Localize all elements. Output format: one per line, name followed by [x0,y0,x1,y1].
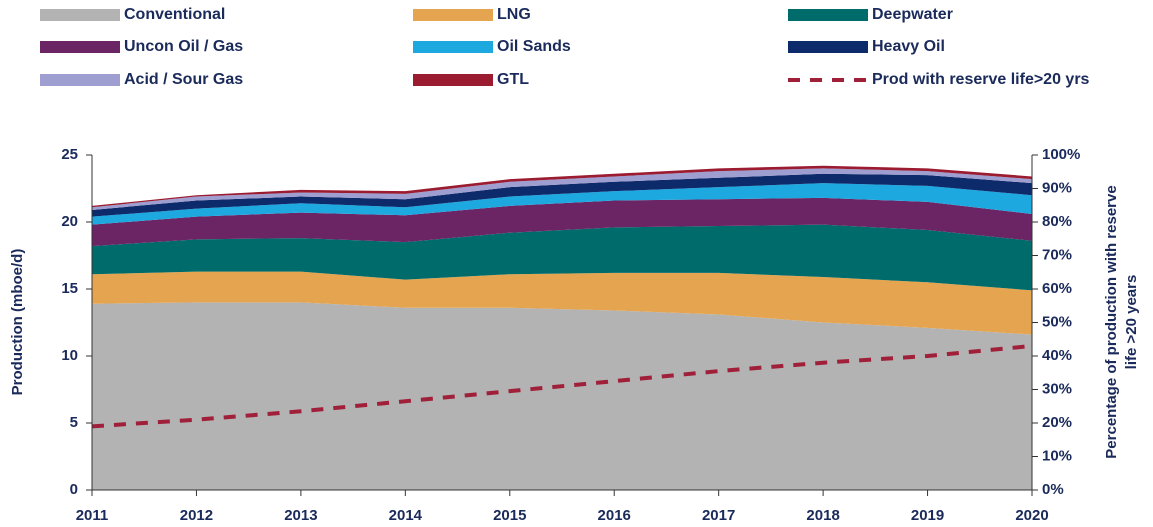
legend-label: Conventional [124,6,225,23]
area [92,224,1032,291]
y-tick-label: 20 [61,213,78,230]
x-tick-label: 2011 [76,507,109,524]
legend-label: Prod with reserve life>20 yrs [872,71,1090,88]
legend-swatch [40,9,120,21]
legend-swatch [788,41,868,53]
y2-tick-label: 50% [1042,313,1072,330]
y2-tick-label: 80% [1042,213,1072,230]
area [92,271,1032,335]
y-tick-label: 10 [61,347,78,364]
y2-tick-label: 20% [1042,414,1072,431]
y2-tick-label: 40% [1042,347,1072,364]
y-axis-title: Production (mboe/d) [9,249,26,396]
area [92,165,1032,208]
y-tick-label: 25 [61,146,78,163]
legend-label: Heavy Oil [872,38,945,55]
x-tick-label: 2012 [180,507,213,524]
area [92,168,1032,210]
y2-tick-label: 100% [1042,146,1080,163]
x-tick-label: 2014 [389,507,423,524]
legend-swatch [413,41,493,53]
y2-axis-title: Percentage of production with reserve [1103,185,1120,458]
legend-swatch [413,9,493,21]
y2-tick-label: 30% [1042,380,1072,397]
y-tick-label: 0 [70,481,78,498]
legend-label: Oil Sands [497,38,571,55]
x-tick-label: 2015 [493,507,526,524]
y2-tick-label: 0% [1042,481,1064,498]
legend-swatch [40,74,120,86]
x-tick-label: 2020 [1015,507,1048,524]
legend-label: Uncon Oil / Gas [124,38,243,55]
x-tick-label: 2017 [702,507,735,524]
line [91,343,1033,429]
legend-swatch [788,9,868,21]
area [92,173,1032,217]
legend-swatch [413,74,493,86]
y-tick-label: 15 [61,280,78,297]
y2-axis-title: life >20 years [1123,275,1140,370]
x-tick-label: 2013 [284,507,317,524]
y2-tick-label: 90% [1042,179,1072,196]
y2-tick-label: 10% [1042,447,1072,464]
x-tick-label: 2018 [806,507,839,524]
legend-label: Deepwater [872,6,953,23]
area [92,302,1032,490]
area [92,197,1032,247]
legend-swatch [40,41,120,53]
legend-label: GTL [497,71,529,88]
legend-label: LNG [497,6,531,23]
y2-tick-label: 60% [1042,280,1072,297]
x-tick-label: 2016 [598,507,631,524]
area [92,183,1032,225]
y2-tick-label: 70% [1042,246,1072,263]
legend-label: Acid / Sour Gas [124,71,243,88]
x-tick-label: 2019 [911,507,944,524]
y-tick-label: 5 [70,414,78,431]
